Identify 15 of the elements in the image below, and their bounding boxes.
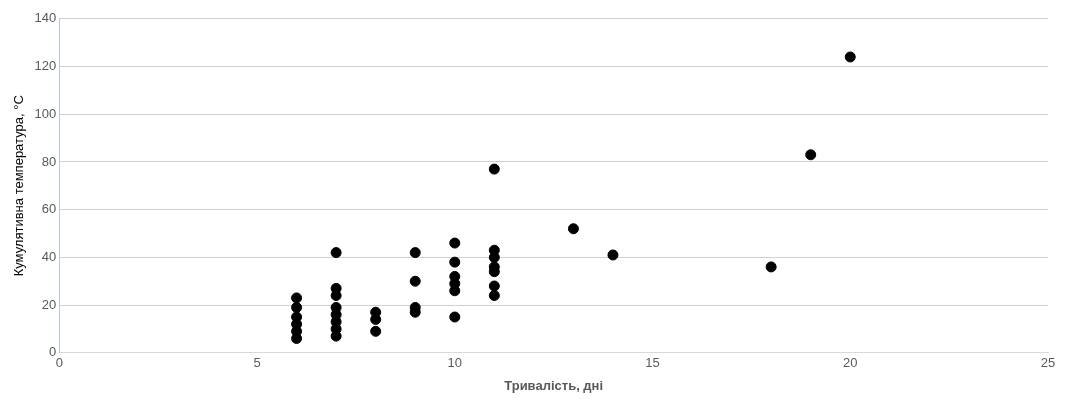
x-tick-label: 10	[447, 355, 463, 371]
y-tick-label: 80	[41, 153, 57, 169]
y-tick-label: 40	[41, 248, 57, 264]
y-tick-label: 100	[34, 105, 57, 121]
y-tick-label: 140	[34, 10, 57, 26]
y-tick-label: 0	[49, 344, 57, 360]
x-tick-label: 20	[843, 355, 858, 371]
x-tick-label: 15	[645, 355, 660, 371]
y-axis-title: Кумулятивна температура, °С	[11, 95, 27, 277]
y-tick-label: 20	[41, 296, 57, 312]
x-axis-title: Тривалість, дні	[504, 377, 604, 393]
y-tick-label: 60	[41, 201, 57, 217]
x-tick-label: 25	[1040, 355, 1056, 371]
y-tick-label: 120	[34, 58, 57, 74]
x-tick-label: 5	[253, 355, 261, 371]
